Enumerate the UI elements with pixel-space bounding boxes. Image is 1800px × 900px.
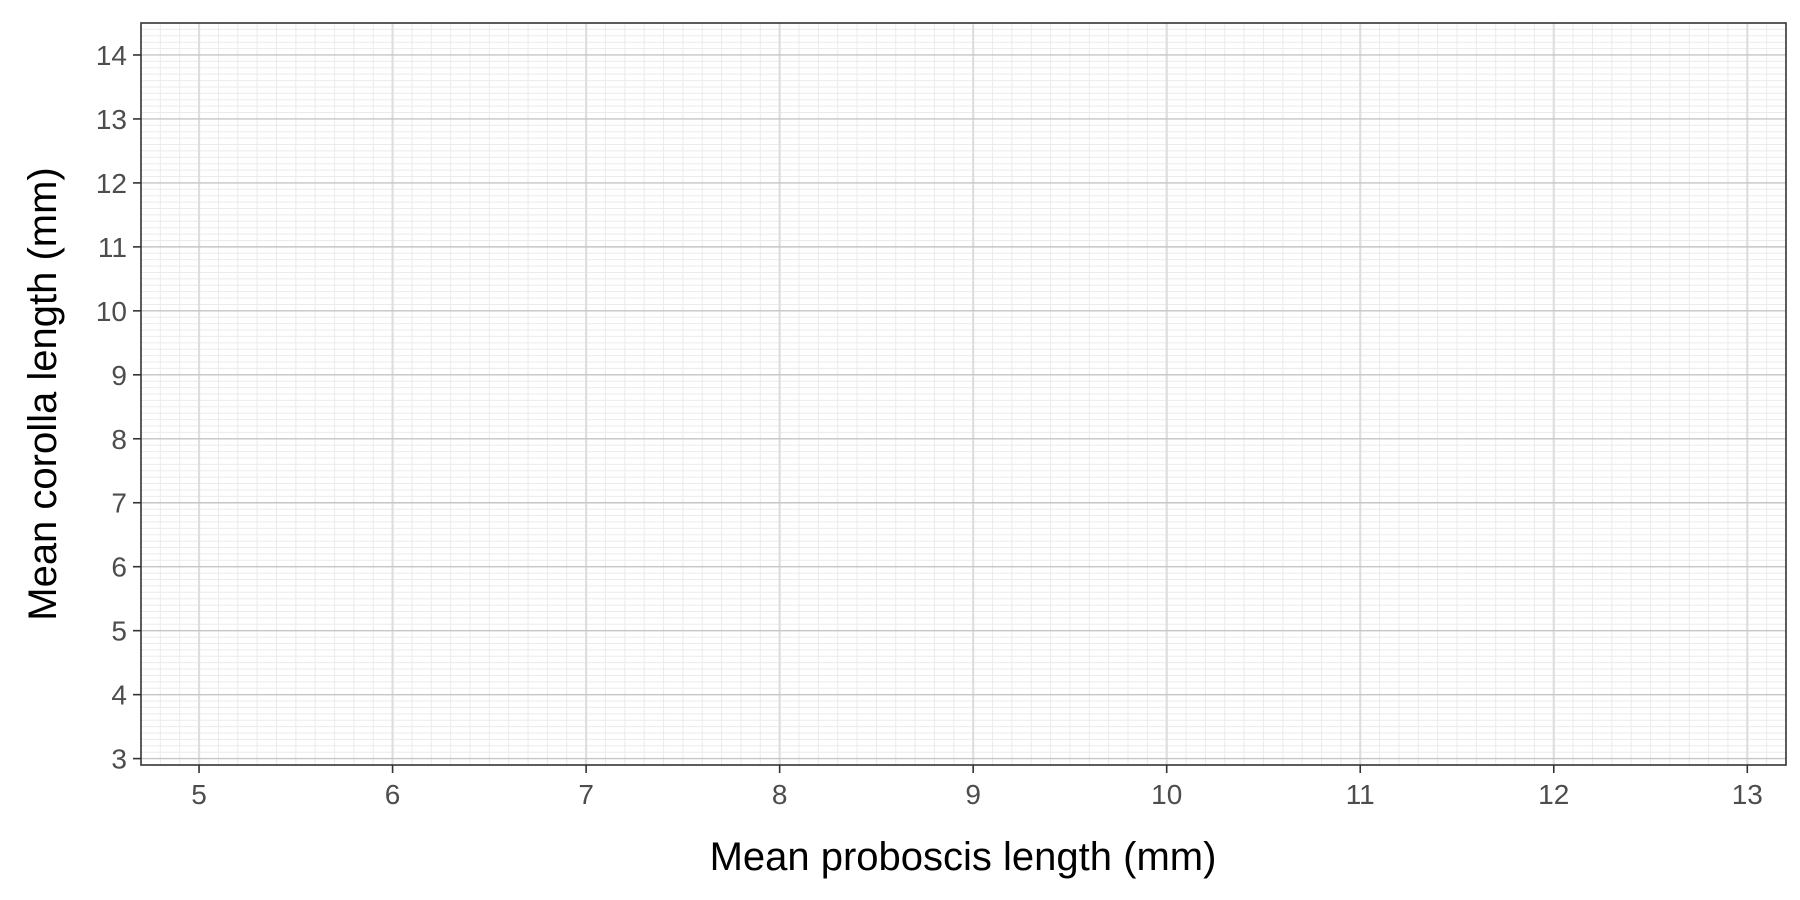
y-tick-label: 9 (111, 360, 127, 391)
y-tick-label: 14 (96, 40, 127, 71)
y-tick-label: 13 (96, 104, 127, 135)
y-tick-label: 11 (98, 232, 127, 263)
x-tick-label: 9 (965, 779, 981, 810)
x-axis-ticks: 5 6 7 8 9 10 11 12 13 (191, 765, 1763, 810)
x-tick-label: 5 (191, 779, 207, 810)
x-tick-label: 13 (1732, 779, 1763, 810)
y-tick-label: 3 (111, 744, 127, 775)
y-tick-label: 5 (111, 616, 127, 647)
x-tick-label: 8 (772, 779, 788, 810)
x-tick-label: 11 (1346, 779, 1375, 810)
y-axis-ticks: 3 4 5 6 7 8 9 10 11 12 13 14 (96, 40, 141, 775)
y-axis-title: Mean corolla length (mm) (21, 167, 65, 621)
y-tick-label: 6 (111, 552, 127, 583)
x-axis-title: Mean proboscis length (mm) (710, 835, 1217, 879)
plot-border (140, 22, 1787, 766)
x-tick-label: 12 (1538, 779, 1569, 810)
y-tick-label: 7 (111, 488, 127, 519)
y-tick-label: 8 (111, 424, 127, 455)
y-tick-label: 4 (111, 680, 127, 711)
x-tick-label: 7 (578, 779, 594, 810)
major-grid (141, 23, 1786, 765)
x-tick-label: 10 (1151, 779, 1182, 810)
y-tick-label: 12 (96, 168, 127, 199)
x-tick-label: 6 (385, 779, 401, 810)
y-tick-label: 10 (96, 296, 127, 327)
